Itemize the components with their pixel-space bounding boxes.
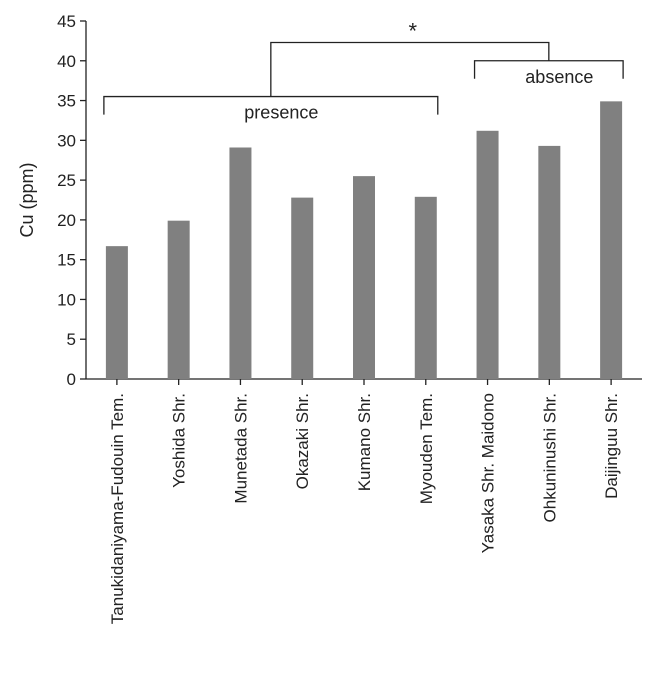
y-tick-label: 20 — [57, 211, 76, 230]
x-tick-label: Munetada Shr. — [231, 393, 250, 504]
x-tick-label: Daijinguu Shr. — [602, 393, 621, 499]
x-tick-label: Yasaka Shr. Maidono — [479, 393, 498, 553]
y-axis-title: Cu (ppm) — [17, 162, 37, 237]
x-tick-label: Okazaki Shr. — [293, 393, 312, 489]
bar — [538, 145, 561, 379]
x-tick-label: Tanukidaniyama-Fudouin Tem. — [108, 393, 127, 624]
bar — [105, 246, 128, 379]
bar — [291, 197, 314, 379]
y-tick-label: 25 — [57, 171, 76, 190]
bar — [167, 220, 190, 379]
bar — [476, 130, 499, 379]
group-label: absence — [525, 67, 593, 87]
bar — [414, 196, 437, 379]
y-tick-label: 10 — [57, 290, 76, 309]
y-tick-label: 0 — [67, 370, 76, 389]
y-tick-label: 30 — [57, 131, 76, 150]
group-annotations: presence absence * — [103, 18, 624, 123]
bar — [229, 147, 252, 379]
x-tick-label: Kumano Shr. — [355, 393, 374, 491]
bars — [105, 101, 623, 380]
y-tick-label: 45 — [57, 12, 76, 31]
y-tick-label: 35 — [57, 92, 76, 111]
y-tick-label: 5 — [67, 330, 76, 349]
x-tick-label: Yoshida Shr. — [170, 393, 189, 488]
x-tick-label: Myouden Tem. — [417, 393, 436, 504]
bar — [600, 101, 623, 380]
significance-bracket — [270, 41, 550, 97]
x-tick-labels: Tanukidaniyama-Fudouin Tem. Yoshida Shr. M… — [108, 393, 621, 624]
x-tick-label: Ohkuninushi Shr. — [540, 393, 559, 522]
significance-marker: * — [409, 18, 418, 43]
y-tick-label: 15 — [57, 251, 76, 270]
y-tick-label: 40 — [57, 52, 76, 71]
group-label: presence — [244, 103, 318, 123]
bar — [353, 176, 375, 379]
